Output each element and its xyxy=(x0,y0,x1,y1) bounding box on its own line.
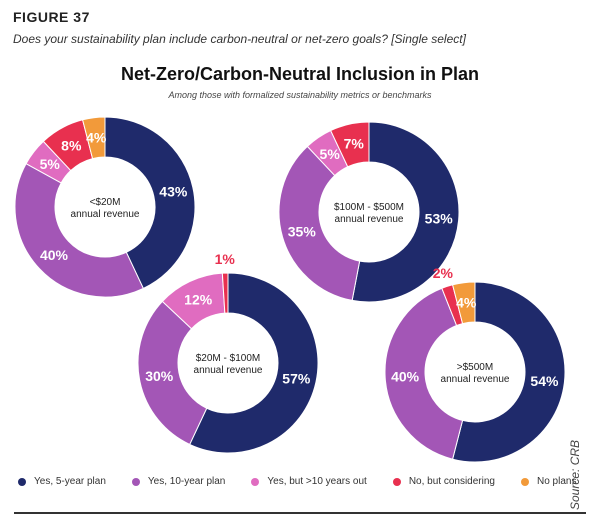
slice-value-label: 8% xyxy=(61,138,82,154)
slice-value-label: 40% xyxy=(391,368,420,384)
donut-center-label: $100M - $500M xyxy=(334,202,404,213)
slice-yes-10-year-plan xyxy=(14,162,144,298)
slice-yes-10-year-plan xyxy=(278,145,361,301)
legend-swatch xyxy=(18,477,26,486)
slice-yes-5-year-plan xyxy=(452,281,566,463)
legend-item-yes-10-year-plan: Yes, 10-year plan xyxy=(131,476,226,487)
slice-no-but-considering xyxy=(330,121,370,168)
slice-value-label: 1% xyxy=(215,251,236,267)
donut-center-label: annual revenue xyxy=(71,209,140,220)
slice-value-label: 57% xyxy=(282,370,311,386)
slice-yes-5-year-plan xyxy=(104,116,196,290)
slice-value-label: 40% xyxy=(40,247,69,263)
slice-value-label: 5% xyxy=(320,146,341,162)
legend-item-yes-5-year-plan: Yes, 5-year plan xyxy=(18,476,106,487)
slice-value-label: 4% xyxy=(456,295,477,311)
slice-yes-10-year-plan xyxy=(384,287,464,460)
donut-center-label: annual revenue xyxy=(194,365,263,376)
slice-yes-10-year-plan xyxy=(137,300,208,446)
legend-label: Yes, 5-year plan xyxy=(34,476,106,487)
slice-value-label: 12% xyxy=(184,292,213,308)
legend-label: No plans xyxy=(536,476,577,487)
survey-question: Does your sustainability plan include ca… xyxy=(13,32,466,46)
slice-yes-5-year-plan xyxy=(189,272,319,454)
donut-center-label: >$500M xyxy=(457,362,493,373)
legend-swatch xyxy=(520,477,529,486)
legend-label: Yes, 10-year plan xyxy=(147,476,226,487)
source-note: Source: CRB xyxy=(568,439,582,510)
legend-label: No, but considering xyxy=(408,476,495,487)
chart-title: Net-Zero/Carbon-Neutral Inclusion in Pla… xyxy=(120,64,480,84)
slice-value-label: 54% xyxy=(530,373,559,389)
chart-legend: Yes, 5-year plan Yes, 10-year plan Yes, bu… xyxy=(18,476,578,487)
slice-value-label: 35% xyxy=(288,224,317,240)
slice-value-label: 4% xyxy=(86,130,107,146)
legend-item-no-but-considering: No, but considering xyxy=(392,476,495,487)
legend-label: Yes, but >10 years out xyxy=(267,476,367,487)
bottom-rule xyxy=(14,512,586,514)
legend-swatch xyxy=(131,477,140,486)
slice-no-plans xyxy=(82,116,106,160)
donut-center-label: <$20M xyxy=(90,197,121,208)
slice-value-label: 53% xyxy=(425,211,454,227)
donut-center-label: annual revenue xyxy=(441,374,510,385)
donut-center-label: annual revenue xyxy=(335,214,404,225)
chart-subtitle: Among those with formalized sustainabili… xyxy=(168,90,432,100)
slice-value-label: 43% xyxy=(159,184,188,200)
slice-value-label: 2% xyxy=(433,265,454,281)
figure-label: FIGURE 37 xyxy=(13,9,90,25)
slice-yes-5-year-plan xyxy=(351,121,460,303)
slice-value-label: 7% xyxy=(344,136,365,152)
legend-swatch xyxy=(251,477,260,486)
legend-item-no-plans: No plans xyxy=(520,476,577,487)
legend-item-yes-but-10-years-out: Yes, but >10 years out xyxy=(251,476,367,487)
slice-no-plans xyxy=(452,281,476,325)
slice-value-label: 30% xyxy=(145,368,174,384)
slice-value-label: 5% xyxy=(40,156,61,172)
slice-no-but-considering xyxy=(221,272,229,314)
legend-swatch xyxy=(392,477,401,486)
donut-center-label: $20M - $100M xyxy=(196,353,260,364)
